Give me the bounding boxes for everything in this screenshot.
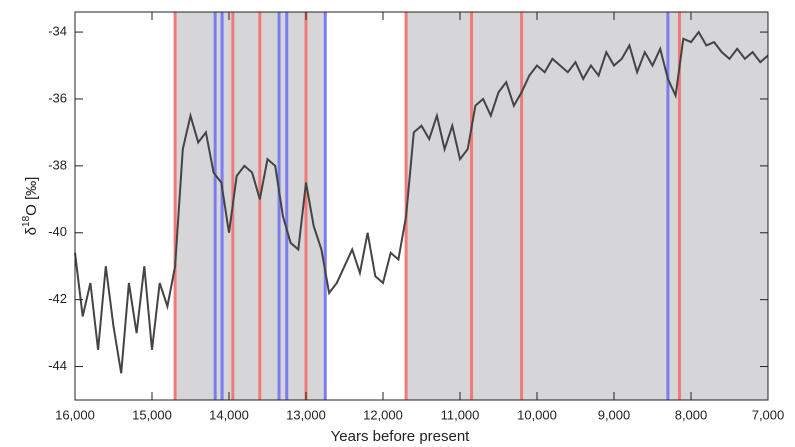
y-tick-label: -34 xyxy=(48,24,67,39)
x-tick-label: 10,000 xyxy=(517,407,557,422)
y-tick-label: -38 xyxy=(48,157,67,172)
x-tick-label: 7,000 xyxy=(752,407,785,422)
x-tick-label: 12,000 xyxy=(363,407,403,422)
data-line xyxy=(74,30,769,374)
shaded-region xyxy=(406,12,768,400)
shaded-region xyxy=(175,12,326,400)
x-tick-label: 16,000 xyxy=(55,407,95,422)
x-tick-label: 11,000 xyxy=(441,407,480,422)
y-axis-label: δ18O [‰] xyxy=(21,177,40,236)
y-label-prefix: δ xyxy=(23,227,40,235)
plot-frame xyxy=(74,11,769,401)
x-tick-label: 13,000 xyxy=(286,407,326,422)
y-tick-label: -44 xyxy=(48,358,67,373)
y-tick-label: -42 xyxy=(48,291,67,306)
y-label-sup: 18 xyxy=(21,215,32,227)
x-tick-label: 15,000 xyxy=(132,407,172,422)
y-tick-label: -40 xyxy=(48,224,67,239)
x-tick-label: 8,000 xyxy=(675,407,708,422)
x-tick-label: 9,000 xyxy=(598,407,631,422)
x-axis-label: Years before present xyxy=(331,428,471,445)
y-label-suffix: O [‰] xyxy=(23,177,40,216)
x-tick-label: 14,000 xyxy=(209,407,249,422)
y-tick-label: -36 xyxy=(48,90,67,105)
